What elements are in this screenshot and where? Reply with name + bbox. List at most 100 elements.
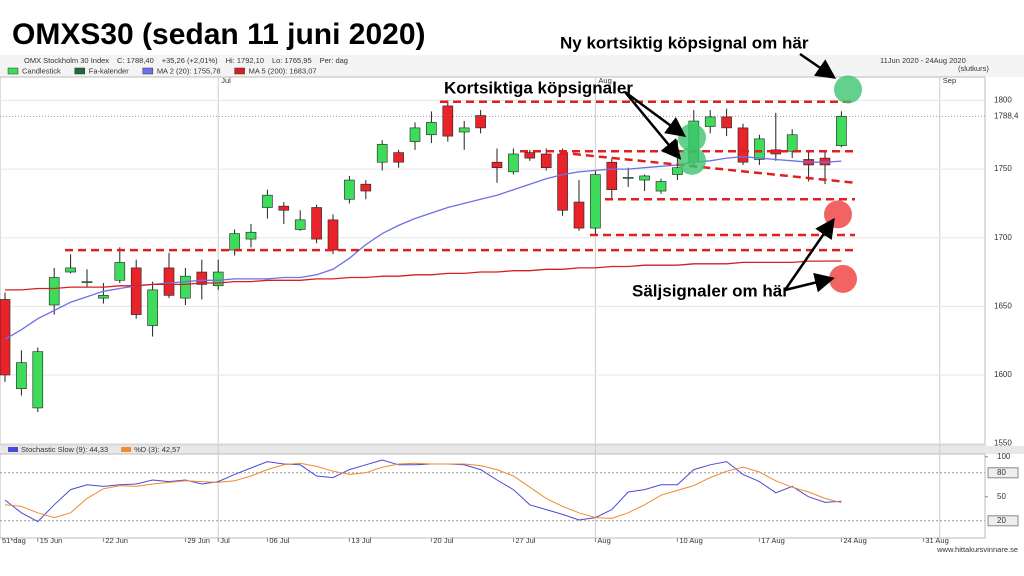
y-tick-label: 1800	[994, 96, 1012, 105]
candle-body	[48, 277, 60, 306]
candle-body	[721, 116, 732, 129]
legend-swatch	[234, 67, 245, 75]
x-tick-label: Jul	[220, 536, 230, 545]
candle-body	[98, 295, 109, 299]
candle-body	[229, 233, 240, 251]
arrow	[783, 217, 835, 291]
tick-box	[987, 515, 1019, 527]
annotation: Säljsignaler om här	[632, 281, 789, 300]
footer: www.hittakursvinnare.se	[936, 545, 1018, 554]
x-tick-label: 29 Jun	[187, 536, 210, 545]
candle-body	[360, 183, 372, 192]
candle-body	[491, 161, 503, 169]
candle-body	[786, 134, 798, 152]
info-text: C: 1788,40	[117, 56, 154, 65]
info-text: OMX Stockholm 30 Index	[24, 56, 109, 65]
candle-body	[540, 153, 552, 169]
candle-body	[557, 153, 568, 211]
candle-body	[426, 122, 437, 136]
candle-body	[147, 289, 158, 326]
x-tick-label: 20 Jul	[433, 536, 453, 545]
candle-body	[114, 262, 126, 281]
chart-title: OMXS30 (sedan 11 juni 2020)	[12, 18, 426, 51]
candle-body	[442, 105, 454, 137]
y-tick-label: 1550	[994, 439, 1012, 448]
info-text: Lo: 1765,95	[272, 56, 312, 65]
candle-body	[655, 181, 667, 192]
candle-body	[32, 351, 44, 409]
x-tick-label: 13 Jul	[351, 536, 371, 545]
x-tick-label: 06 Jul	[269, 536, 289, 545]
info-text: Per: dag	[320, 56, 348, 65]
price-type: (slutkurs)	[958, 64, 989, 73]
candle-body	[508, 153, 519, 173]
tick-box	[987, 467, 1019, 479]
legend-swatch	[7, 67, 19, 75]
x-tick-label: 31 Aug	[925, 536, 948, 545]
info-text: Hi: 1792,10	[226, 56, 264, 65]
y-tick-label: 100	[997, 452, 1011, 461]
candle-body	[573, 201, 585, 229]
candle-body	[278, 205, 290, 211]
line-series	[4, 462, 842, 519]
candle-body	[458, 127, 470, 133]
candle-body	[344, 179, 355, 200]
date-range: 11Jun 2020 - 24Aug 2020	[880, 56, 966, 65]
last-price-label: 1788,4	[994, 111, 1019, 120]
candle-body	[836, 116, 847, 147]
candle-body	[639, 175, 650, 181]
candle-body	[672, 167, 683, 175]
candle-body	[196, 271, 208, 285]
line-series	[5, 260, 842, 291]
arrow	[799, 52, 837, 79]
candle-body	[737, 127, 749, 163]
x-tick-label: 24 Aug	[843, 536, 866, 545]
x-tick-label: 15 Jun	[40, 536, 63, 545]
plot: OMX Stockholm 30 Index C: 1788,40 +35,26 (…	[0, 56, 1019, 545]
legend-label: Stochastic Slow (9): 44,33	[21, 445, 108, 454]
candle-body	[754, 138, 765, 160]
y-tick-label: 1650	[994, 301, 1012, 310]
line-series	[4, 459, 842, 523]
annotation: Ny kortsiktig köpsignal om här	[560, 33, 809, 52]
candle-body	[0, 299, 11, 376]
candle-body	[704, 116, 716, 127]
y-tick-label: 1700	[994, 233, 1012, 242]
month-marker: Jul	[221, 76, 231, 85]
candle-body	[409, 127, 421, 142]
buy-marker	[834, 75, 862, 104]
legend-label: Candlestick	[22, 66, 61, 75]
y-tick-label: 80	[997, 468, 1006, 477]
y-tick-label: 1600	[994, 370, 1012, 379]
signal-line	[559, 151, 856, 185]
period-label: 51*dag	[2, 536, 26, 545]
candle-body	[163, 267, 175, 296]
arrow	[624, 90, 687, 137]
legend-label: Fa-kalender	[89, 66, 130, 75]
x-tick-label: 27 Jul	[515, 536, 535, 545]
sell-marker	[824, 200, 852, 229]
candle-body	[16, 362, 27, 390]
arrow	[624, 91, 682, 160]
buy-marker	[678, 146, 706, 175]
candle-body	[81, 281, 93, 283]
stoch-panel	[0, 453, 986, 539]
candle-body	[606, 161, 618, 190]
month-marker: Sep	[943, 76, 956, 85]
candle-body	[294, 219, 306, 230]
legend-swatch	[74, 67, 86, 75]
candle-body	[180, 275, 191, 299]
legend-label: MA 2 (20): 1755,78	[157, 66, 221, 75]
legend-swatch	[121, 447, 132, 452]
legend-swatch	[142, 67, 154, 75]
candle-body	[327, 219, 339, 251]
y-tick-label: 50	[997, 492, 1006, 501]
y-tick-label: 20	[997, 516, 1006, 525]
candle-body	[376, 144, 388, 163]
candle-body	[524, 152, 536, 159]
legend-label: MA 5 (200): 1683,07	[249, 66, 317, 75]
candle-body	[622, 177, 634, 179]
header-bar	[0, 55, 1024, 77]
